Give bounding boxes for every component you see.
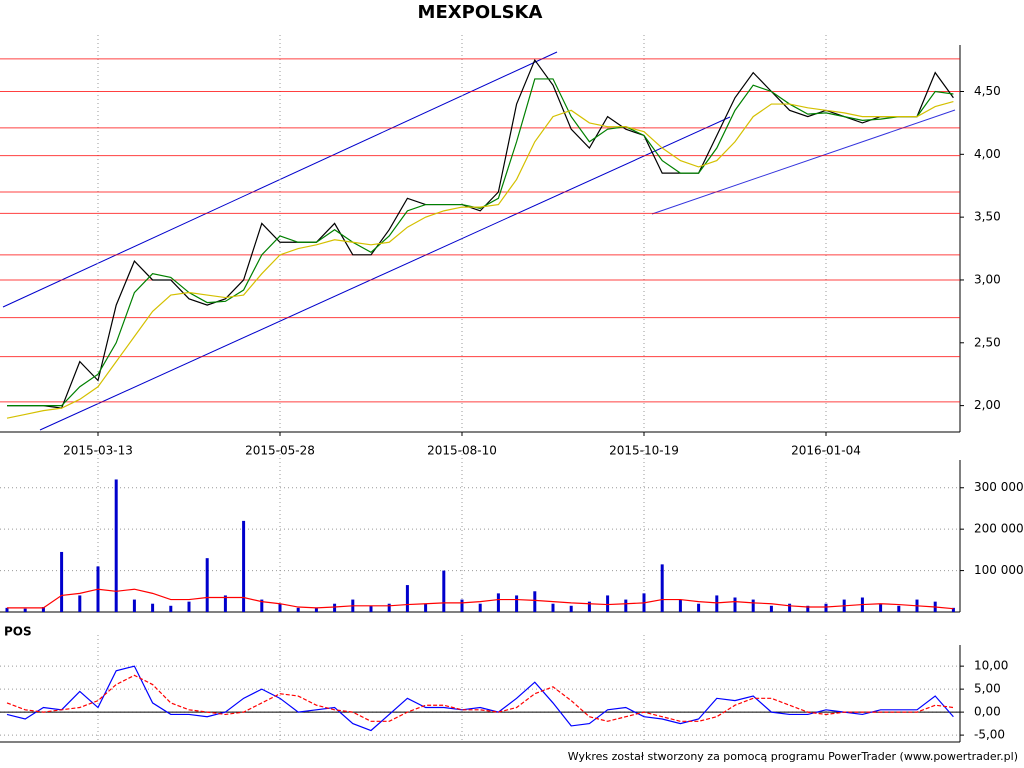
volume-bar bbox=[606, 595, 610, 612]
volume-bar bbox=[806, 605, 810, 612]
y-tick-label: 4,00 bbox=[974, 147, 1001, 161]
y-tick-label: 4,50 bbox=[974, 84, 1001, 98]
volume-bar bbox=[369, 605, 373, 612]
volume-bar bbox=[660, 564, 664, 612]
volume-bar bbox=[442, 570, 446, 612]
y-tick-label: 0,00 bbox=[974, 705, 1001, 719]
volume-bar bbox=[697, 603, 701, 612]
chart-title: MEXPOLSKA bbox=[418, 2, 543, 23]
volume-bar bbox=[715, 595, 719, 612]
volume-bar bbox=[460, 599, 464, 612]
panel-title: POS bbox=[4, 625, 32, 639]
volume-bar bbox=[23, 608, 27, 612]
volume-bar bbox=[478, 603, 482, 612]
volume-bar bbox=[187, 601, 191, 612]
y-tick-label: 2,00 bbox=[974, 398, 1001, 412]
volume-bar bbox=[5, 607, 9, 612]
series-line bbox=[7, 58, 954, 409]
volume-bar bbox=[533, 591, 537, 612]
volume-bar bbox=[260, 599, 264, 612]
series-line bbox=[6, 100, 954, 419]
trend-line bbox=[651, 109, 956, 215]
y-tick-label: 3,50 bbox=[974, 210, 1001, 224]
volume-bar bbox=[951, 607, 955, 612]
volume-bar bbox=[151, 603, 155, 612]
volume-bar bbox=[751, 599, 755, 612]
volume-bar bbox=[41, 607, 45, 612]
volume-bar bbox=[114, 479, 118, 612]
volume-bar bbox=[405, 585, 409, 612]
volume-bar bbox=[60, 551, 64, 612]
series-line bbox=[7, 78, 954, 407]
volume-bar bbox=[132, 599, 136, 612]
y-tick-label: 2,50 bbox=[974, 335, 1001, 349]
volume-bar bbox=[314, 607, 318, 612]
y-tick-label: 200 000 bbox=[974, 522, 1024, 536]
volume-bar bbox=[897, 605, 901, 612]
footer: Wykres został stworzony za pomocą progra… bbox=[568, 750, 1018, 763]
y-tick-label: -5,00 bbox=[974, 728, 1005, 742]
y-tick-label: 5,00 bbox=[974, 682, 1001, 696]
volume-bar bbox=[824, 603, 828, 612]
series-line bbox=[6, 674, 954, 722]
y-tick-label: 3,00 bbox=[974, 272, 1001, 286]
y-tick-label: 100 000 bbox=[974, 563, 1024, 577]
volume-bar bbox=[296, 607, 300, 612]
y-tick-label: 300 000 bbox=[974, 480, 1024, 494]
volume-bar bbox=[78, 595, 82, 612]
trend-line bbox=[39, 116, 731, 431]
y-tick-label: 10,00 bbox=[974, 659, 1008, 673]
volume-bar bbox=[769, 605, 773, 612]
volume-bar bbox=[424, 603, 428, 612]
volume-bar bbox=[515, 595, 519, 612]
volume-bar bbox=[496, 593, 500, 612]
volume-bar bbox=[333, 603, 337, 612]
volume-bar bbox=[169, 605, 173, 612]
series-line bbox=[7, 588, 954, 610]
volume-bar bbox=[733, 597, 737, 612]
volume-bar bbox=[223, 595, 227, 612]
volume-bar bbox=[551, 603, 555, 612]
volume-bar bbox=[278, 603, 282, 612]
volume-bar bbox=[387, 603, 391, 612]
volume-bar bbox=[569, 605, 573, 612]
volume-bar bbox=[678, 599, 682, 612]
volume-bar bbox=[788, 603, 792, 612]
series-line bbox=[6, 665, 954, 732]
volume-bar bbox=[587, 601, 591, 612]
volume-bar bbox=[879, 603, 883, 612]
volume-bar bbox=[242, 520, 246, 612]
volume-bar bbox=[624, 599, 628, 612]
volume-bar bbox=[205, 558, 209, 612]
